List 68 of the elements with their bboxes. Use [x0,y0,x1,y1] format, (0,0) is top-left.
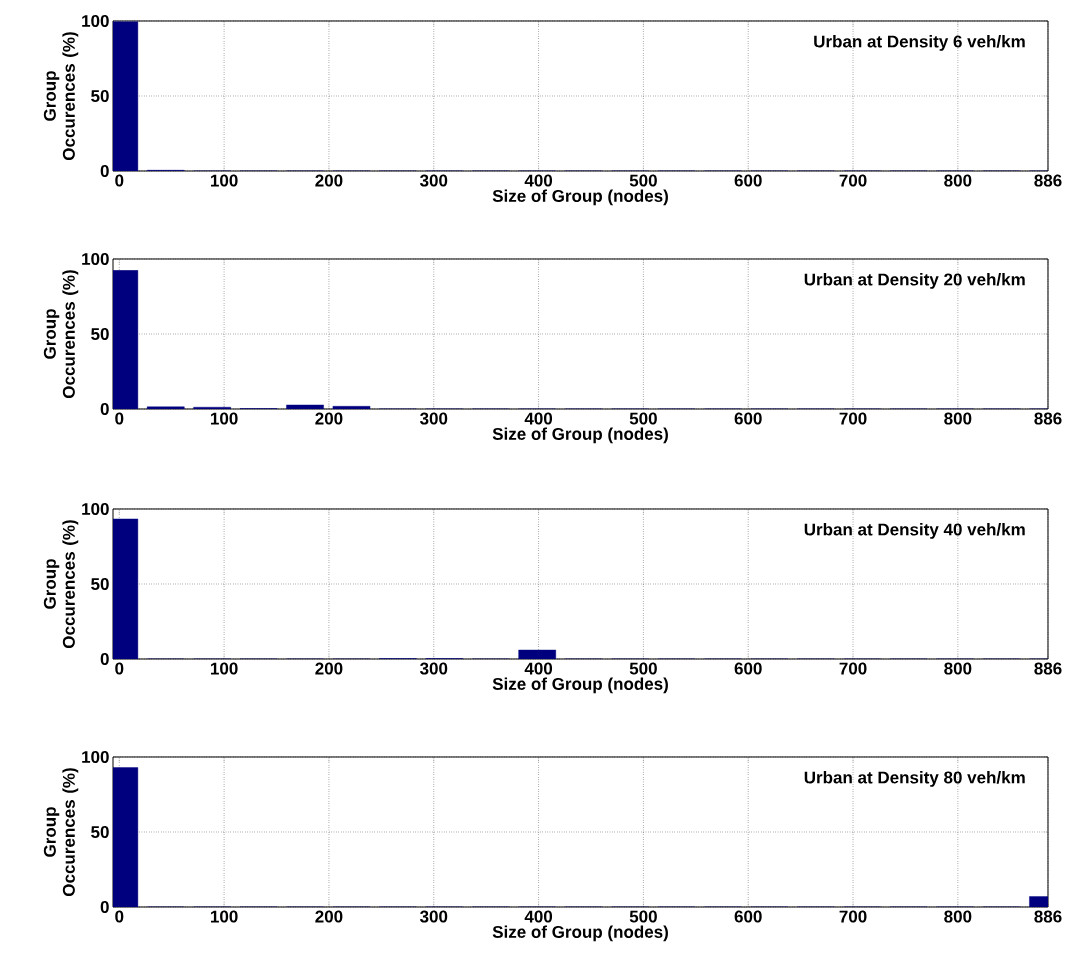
bar [286,404,324,409]
x-tick-label: 300 [419,174,448,187]
x-tick-label: 800 [944,910,972,923]
y-axis-title: Group Occurences (%) [43,768,79,897]
x-tick-label: 700 [839,412,867,425]
x-tick-label: 100 [211,412,238,425]
x-tick-label: 400 [524,174,553,187]
y-tick-label: 50 [91,825,109,839]
x-tick-label: 100 [211,174,238,187]
bar [146,406,185,409]
y-axis-title: Group Occurences (%) [43,270,79,399]
x-tick-label: 600 [734,412,762,425]
x-tick-label: 600 [734,662,762,675]
x-axis-title: Size of Group (nodes) [492,925,668,942]
text: Urban at Density 20 veh/km [804,273,1025,289]
x-tick-label: 300 [419,910,448,923]
y-axis-title: Group Occurences (%) [43,32,79,161]
y-tick-label: 100 [82,14,109,28]
x-tick-label: 0 [115,412,124,425]
y-tick-label: 0 [100,652,109,666]
y-tick-label: 100 [82,252,109,266]
text: Urban at Density 6 veh/km [814,35,1025,51]
y-axis-title: Group Occurences (%) [43,520,79,649]
x-tick-label: 100 [211,910,238,923]
x-tick-label: 500 [629,412,657,425]
x-tick-label: 200 [315,910,343,923]
bar [332,406,371,409]
x-tick-label: 400 [524,412,553,425]
x-tick-label: 700 [839,174,867,187]
y-tick-label: 0 [100,900,109,914]
text: Urban at Density 80 veh/km [804,771,1025,787]
x-axis-title: Size of Group (nodes) [492,427,668,444]
x-tick-label: 700 [839,662,867,675]
x-tick-label: 500 [629,910,657,923]
x-tick-label: 0 [115,910,124,923]
x-tick-label: 0 [115,174,124,187]
bar [518,649,556,659]
x-tick-label: 500 [629,662,657,675]
x-tick-label: 100 [211,662,238,675]
x-axis-title: Size of Group (nodes) [492,189,668,206]
x-tick-label: 300 [419,412,448,425]
x-tick-label: 200 [315,412,343,425]
x-tick-label: 886 [1034,910,1062,923]
y-tick-label: 100 [82,750,109,764]
x-tick-label: 200 [315,662,343,675]
y-tick-label: 50 [91,89,109,103]
x-tick-label: 500 [629,174,657,187]
y-tick-label: 0 [100,402,109,416]
x-tick-label: 600 [734,174,762,187]
x-tick-label: 300 [419,662,448,675]
x-tick-label: 886 [1034,662,1062,675]
x-tick-label: 800 [944,412,972,425]
x-axis-title: Size of Group (nodes) [492,677,668,694]
x-tick-label: 886 [1034,174,1062,187]
x-tick-label: 800 [944,662,972,675]
text: Urban at Density 40 veh/km [804,523,1025,539]
x-tick-label: 700 [839,910,867,923]
x-tick-label: 600 [734,910,762,923]
y-tick-label: 100 [82,502,109,516]
y-tick-label: 0 [100,164,109,178]
x-tick-label: 886 [1034,412,1062,425]
x-tick-label: 200 [315,174,343,187]
x-tick-label: 400 [524,910,553,923]
x-tick-label: 800 [944,174,972,187]
y-tick-label: 50 [91,577,109,591]
x-tick-label: 400 [524,662,553,675]
y-tick-label: 50 [91,327,109,341]
x-tick-label: 0 [115,662,124,675]
